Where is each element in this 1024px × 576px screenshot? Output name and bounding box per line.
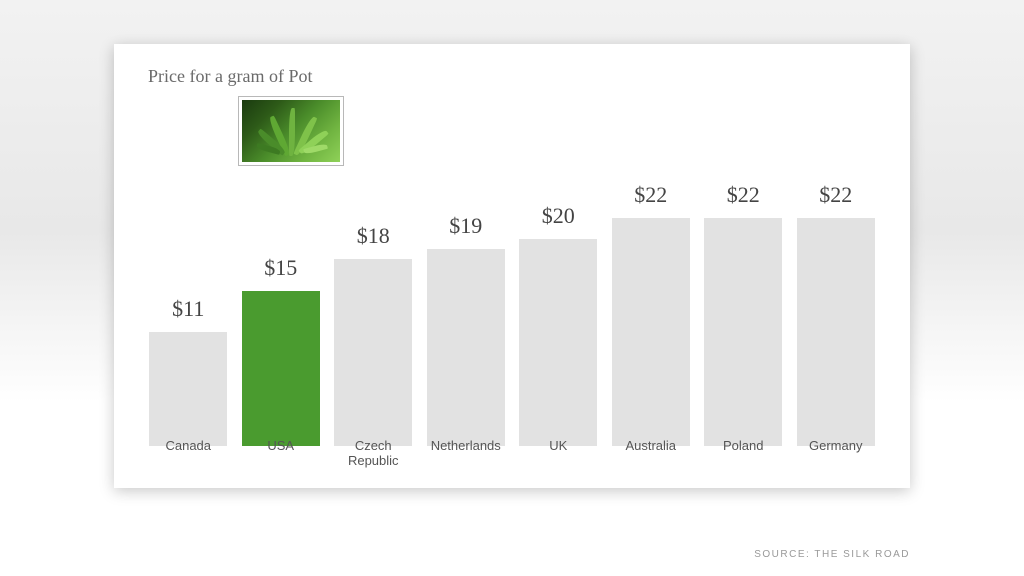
cannabis-leaf-image: [242, 100, 340, 162]
category-label: Netherlands: [424, 438, 509, 468]
category-label: Czech Republic: [331, 438, 416, 468]
bar: [797, 218, 875, 446]
bar-value-label: $20: [542, 203, 575, 229]
bar-group: $22: [701, 182, 786, 446]
category-label: Germany: [794, 438, 879, 468]
bar-value-label: $15: [264, 255, 297, 281]
bar: [519, 239, 597, 446]
bar: [242, 291, 320, 446]
category-label: Australia: [609, 438, 694, 468]
bar: [612, 218, 690, 446]
x-axis-labels: Canada USACzech Republic NetherlandsUK Aust…: [142, 438, 882, 468]
bar-group: $15: [239, 255, 324, 446]
bar-group: $19: [424, 213, 509, 446]
bar-value-label: $22: [727, 182, 760, 208]
chart-panel: Price for a gram of Pot $11 $15 $18 $19 $20 $…: [114, 44, 910, 488]
bar-group: $22: [609, 182, 694, 446]
bar-value-label: $22: [634, 182, 667, 208]
bar: [334, 259, 412, 446]
bar-value-label: $19: [449, 213, 482, 239]
bar-group: $11: [146, 296, 231, 446]
bar-value-label: $18: [357, 223, 390, 249]
category-label: Canada: [146, 438, 231, 468]
bar-group: $22: [794, 182, 879, 446]
chart-title: Price for a gram of Pot: [148, 66, 312, 87]
source-attribution: SOURCE: THE SILK ROAD: [754, 549, 910, 560]
category-label: UK: [516, 438, 601, 468]
bar-value-label: $11: [172, 296, 204, 322]
category-label: Poland: [701, 438, 786, 468]
category-label: USA: [239, 438, 324, 468]
bar-group: $20: [516, 203, 601, 446]
bar: [427, 249, 505, 446]
bar-value-label: $22: [819, 182, 852, 208]
bar: [149, 332, 227, 446]
bar-group: $18: [331, 223, 416, 446]
bar: [704, 218, 782, 446]
thumbnail-frame: [238, 96, 344, 166]
bar-chart-area: $11$15$18$19$20$22$22$22: [142, 186, 882, 446]
